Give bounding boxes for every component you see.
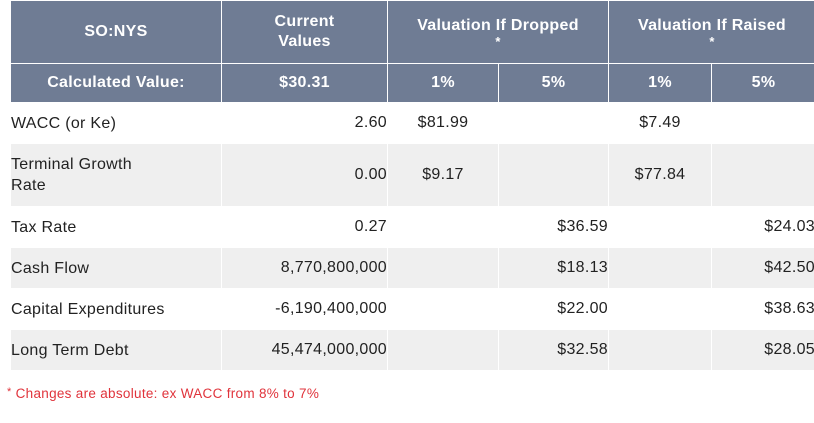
table-row: Capital Expenditures -6,190,400,000 $22.…: [10, 288, 814, 330]
valuation-dropped-label: Valuation If Dropped: [417, 17, 579, 34]
current-value-cell: 45,474,000,000: [221, 329, 388, 371]
footnote-asterisk: *: [7, 386, 12, 398]
row-label: Tax Rate: [10, 206, 222, 248]
raised-1pct-cell: $77.84: [608, 143, 712, 207]
current-values-label: Current Values: [274, 13, 335, 50]
valuation-dropped-header: Valuation If Dropped *: [387, 0, 609, 64]
row-label: Long Term Debt: [10, 329, 222, 371]
raised-1pct-cell: $7.49: [608, 102, 712, 144]
dropped-1pct-cell: $9.17: [387, 143, 499, 207]
raised-5pct-cell: [711, 143, 814, 207]
dropped-1pct-cell: [387, 329, 499, 371]
row-label: Capital Expenditures: [10, 288, 222, 330]
raised-5pct-header: 5%: [711, 63, 814, 103]
raised-5pct-cell: $42.50: [711, 247, 814, 289]
current-value-cell: -6,190,400,000: [221, 288, 388, 330]
dropped-1pct-cell: [387, 247, 499, 289]
dropped-1pct-cell: $81.99: [387, 102, 499, 144]
dropped-1pct-header: 1%: [387, 63, 499, 103]
current-value-cell: 2.60: [221, 102, 388, 144]
dropped-5pct-cell: $36.59: [498, 206, 609, 248]
raised-5pct-cell: $28.05: [711, 329, 814, 371]
valuation-raised-header: Valuation If Raised *: [608, 0, 814, 64]
raised-5pct-cell: $24.03: [711, 206, 814, 248]
current-value-cell: 0.27: [221, 206, 388, 248]
header-row: SO:NYS Current Values Valuation If Dropp…: [10, 0, 814, 64]
dropped-1pct-cell: [387, 206, 499, 248]
raised-5pct-cell: $38.63: [711, 288, 814, 330]
row-label-text: Terminal Growth Rate: [11, 156, 132, 194]
calculated-value: $30.31: [221, 63, 388, 103]
dropped-5pct-cell: $32.58: [498, 329, 609, 371]
raised-1pct-cell: [608, 329, 712, 371]
valuation-dropped-asterisk: *: [495, 34, 501, 49]
row-label: Terminal Growth Rate: [10, 143, 222, 207]
dropped-5pct-cell: [498, 143, 609, 207]
ticker-header: SO:NYS: [10, 0, 222, 64]
raised-1pct-header: 1%: [608, 63, 712, 103]
raised-1pct-cell: [608, 288, 712, 330]
valuation-raised-label: Valuation If Raised: [638, 17, 786, 34]
row-label: WACC (or Ke): [10, 102, 222, 144]
footnote-text: Changes are absolute: ex WACC from 8% to…: [15, 386, 320, 401]
current-values-header: Current Values: [221, 0, 388, 64]
subheader-row: Calculated Value: $30.31 1% 5% 1% 5%: [10, 63, 814, 103]
table-row: Terminal Growth Rate 0.00 $9.17 $77.84: [10, 143, 814, 207]
table-row: Cash Flow 8,770,800,000 $18.13 $42.50: [10, 247, 814, 289]
calculated-value-label: Calculated Value:: [10, 63, 222, 103]
raised-5pct-cell: [711, 102, 814, 144]
table-row: Tax Rate 0.27 $36.59 $24.03: [10, 206, 814, 248]
row-label: Cash Flow: [10, 247, 222, 289]
table-row: WACC (or Ke) 2.60 $81.99 $7.49: [10, 102, 814, 144]
dropped-5pct-cell: $18.13: [498, 247, 609, 289]
raised-1pct-cell: [608, 247, 712, 289]
dropped-1pct-cell: [387, 288, 499, 330]
current-value-cell: 0.00: [221, 143, 388, 207]
dropped-5pct-cell: [498, 102, 609, 144]
raised-1pct-cell: [608, 206, 712, 248]
valuation-raised-asterisk: *: [709, 34, 715, 49]
dropped-5pct-header: 5%: [498, 63, 609, 103]
current-value-cell: 8,770,800,000: [221, 247, 388, 289]
valuation-table: SO:NYS Current Values Valuation If Dropp…: [10, 0, 814, 371]
footnote: * Changes are absolute: ex WACC from 8% t…: [7, 386, 319, 401]
table-row: Long Term Debt 45,474,000,000 $32.58 $28…: [10, 329, 814, 371]
dropped-5pct-cell: $22.00: [498, 288, 609, 330]
